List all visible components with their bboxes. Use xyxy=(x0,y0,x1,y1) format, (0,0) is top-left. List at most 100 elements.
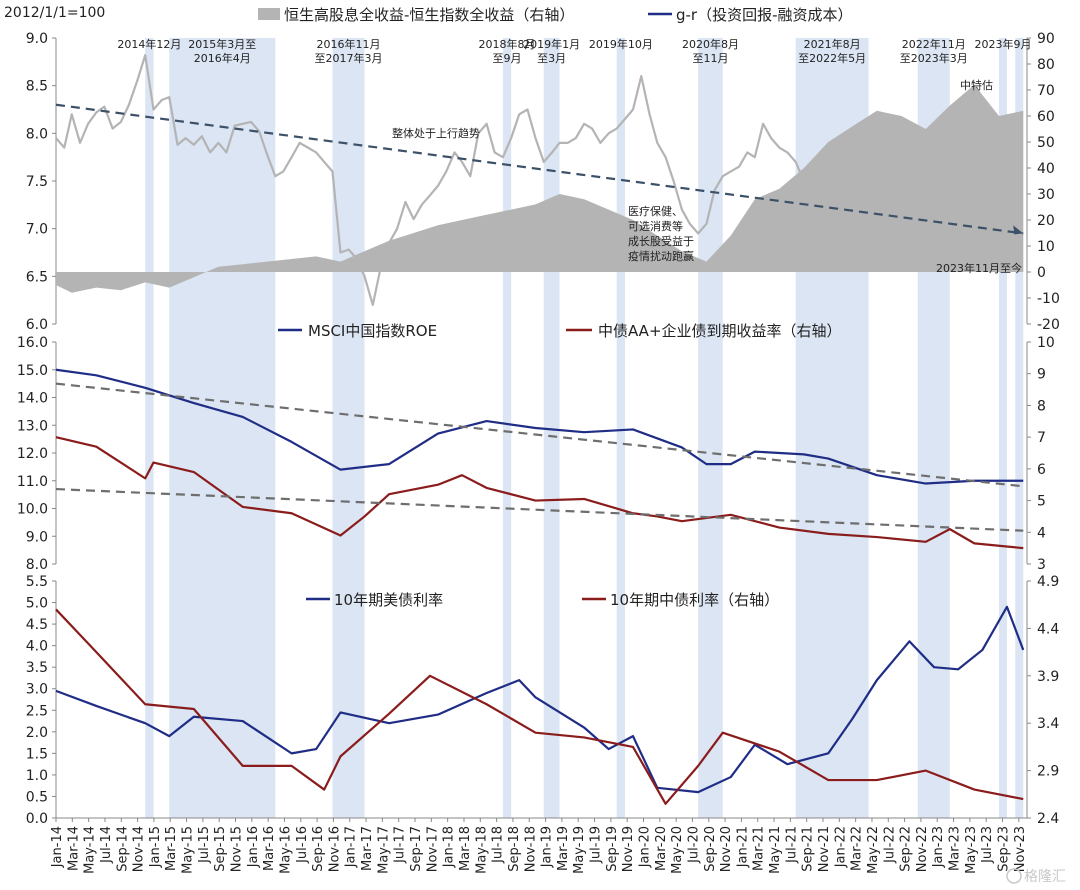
series-line-2-1 xyxy=(55,608,1024,805)
trendline-arrowhead xyxy=(1013,225,1024,235)
x-tick-label: Mar-22 xyxy=(850,826,865,871)
x-tick-label: Nov-14 xyxy=(132,826,147,872)
y-tick-label-right: 50 xyxy=(1037,135,1055,151)
legend-label-us10y: 10年期美债利率 xyxy=(334,591,443,609)
x-tick-label: Jan-19 xyxy=(540,826,555,868)
series-area-hs-dividend xyxy=(56,84,1024,293)
band-3 xyxy=(502,38,512,818)
x-tick-label: Nov-22 xyxy=(915,826,930,872)
x-tick-label: Jul-15 xyxy=(197,826,212,864)
x-tick-label: Mar-19 xyxy=(556,826,571,871)
y-tick-label-right: 10 xyxy=(1037,335,1055,351)
y-tick-label-left: 1.5 xyxy=(26,746,48,762)
y-tick-label-left: 2.0 xyxy=(26,725,48,741)
x-tick-label: Jan-23 xyxy=(931,826,946,868)
y-tick-label-right: 70 xyxy=(1037,83,1055,99)
y-tick-label-right: -10 xyxy=(1037,291,1060,307)
y-tick-label-left: 0.5 xyxy=(26,789,48,805)
x-tick-label: May-18 xyxy=(474,826,489,874)
legend-label-aa: 中债AA+企业债到期收益率（右轴） xyxy=(598,322,842,340)
x-tick-label: Nov-20 xyxy=(719,826,734,872)
y-tick-label-right: 10 xyxy=(1037,239,1055,255)
y-tick-label-right: 4.9 xyxy=(1037,574,1059,590)
x-tick-label: Sep-22 xyxy=(899,826,914,872)
x-tick-label: Mar-15 xyxy=(164,826,179,871)
series-line-2-0 xyxy=(55,605,1025,794)
x-tick-label: Mar-16 xyxy=(262,826,277,871)
y-tick-label-right: 5 xyxy=(1037,494,1046,510)
y-tick-label-right: 80 xyxy=(1037,57,1055,73)
band-label-6: 至11月 xyxy=(692,52,728,65)
x-tick-label: Nov-21 xyxy=(817,826,832,872)
y-tick-label-right: 4 xyxy=(1037,525,1046,541)
x-tick-label: Nov-18 xyxy=(523,826,538,872)
y-tick-label-left: 2.5 xyxy=(26,703,48,719)
x-tick-label: Sep-17 xyxy=(409,826,424,872)
x-tick-label: May-16 xyxy=(278,826,293,874)
x-tick-label: Mar-23 xyxy=(948,826,963,871)
y-tick-label-left: 11.0 xyxy=(17,474,48,490)
y-tick-label-left: 9.0 xyxy=(26,31,48,47)
x-tick-label: Jan-22 xyxy=(833,826,848,868)
x-tick-label: Jul-18 xyxy=(491,826,506,864)
y-tick-label-left: 8.0 xyxy=(26,126,48,142)
x-tick-label: Mar-21 xyxy=(752,826,767,871)
y-tick-label-right: 3.4 xyxy=(1037,716,1059,732)
x-tick-label: Sep-18 xyxy=(507,826,522,872)
y-tick-label-left: 14.0 xyxy=(17,391,48,407)
y-tick-label-right: 2.4 xyxy=(1037,811,1059,827)
x-tick-label: Sep-19 xyxy=(605,826,620,872)
y-tick-label-left: 9.0 xyxy=(26,529,48,545)
x-tick-label: Sep-20 xyxy=(703,826,718,872)
band-label-4: 至3月 xyxy=(537,52,566,65)
y-tick-label-right: 20 xyxy=(1037,213,1055,229)
band-label-9: 2023年9月 xyxy=(974,37,1031,51)
band-9 xyxy=(998,38,1007,818)
x-tick-label: Jul-22 xyxy=(882,826,897,864)
y-tick-label-left: 13.0 xyxy=(17,418,48,434)
band-label-7: 至2022年5月 xyxy=(798,51,866,65)
x-tick-label: Sep-14 xyxy=(115,826,130,872)
y-tick-label-left: 4.5 xyxy=(26,617,48,633)
y-tick-label-left: 3.0 xyxy=(26,682,48,698)
annotation-healthcare: 疫情扰动跑赢 xyxy=(628,249,694,263)
x-tick-label: Sep-15 xyxy=(213,826,228,872)
annotation-uptrend: 整体处于上行趋势 xyxy=(392,126,480,140)
watermark: 格隆汇 xyxy=(1006,868,1066,885)
panel-gr: 6.0 6.5 7.0 7.5 8.0 8.5 9.0 -20 -10 0 10 20 30 40 50 60… xyxy=(4,5,1060,333)
watermark-text: 格隆汇 xyxy=(1024,869,1066,885)
band-6 xyxy=(698,38,723,818)
y-tick-label-left: 16.0 xyxy=(17,335,48,351)
x-tick-label: Sep-21 xyxy=(801,826,816,872)
x-tick-label: Jan-21 xyxy=(735,826,750,868)
y-tick-label-right: 4.4 xyxy=(1037,621,1059,637)
y-tick-label-right: 6 xyxy=(1037,462,1046,478)
band-label-4: 2019年1月 xyxy=(523,37,580,51)
legend-swatch-area xyxy=(258,8,280,20)
x-tick-label: May-15 xyxy=(181,826,196,874)
y-tick-label-left: 7.0 xyxy=(26,222,48,238)
y-tick-label-right: 2.9 xyxy=(1037,764,1059,780)
band-label-8: 2022年11月 xyxy=(902,37,966,51)
band-label-7: 2021年8月 xyxy=(804,37,861,51)
y-tick-label-left: 1.0 xyxy=(26,768,48,784)
band-label-3: 2018年8月 xyxy=(479,37,536,51)
y-tick-label-left: 0.0 xyxy=(26,811,48,827)
legend-label-cn10y: 10年期中债利率（右轴） xyxy=(610,591,779,609)
x-tick-label: May-22 xyxy=(866,826,881,874)
x-tick-label: May-14 xyxy=(83,826,98,874)
x-tick-label: Jul-17 xyxy=(393,826,408,864)
y-tick-label-left: 8.5 xyxy=(26,79,48,95)
x-tick-label: Nov-16 xyxy=(327,826,342,872)
x-tick-label: May-20 xyxy=(670,826,685,874)
x-tick-label: Mar-20 xyxy=(654,826,669,871)
y-tick-label-right: -20 xyxy=(1037,317,1060,333)
band-label-1: 2016年4月 xyxy=(194,51,251,65)
x-tick-label: May-17 xyxy=(376,826,391,874)
annotation-healthcare: 可选消费等 xyxy=(628,219,683,233)
x-tick-label: Sep-23 xyxy=(997,826,1012,872)
annotation-since-nov23: 2023年11月至今 xyxy=(936,261,1022,275)
x-tick-label: May-21 xyxy=(768,826,783,874)
x-tick-label: Jul-21 xyxy=(784,826,799,864)
band-0 xyxy=(145,38,154,818)
